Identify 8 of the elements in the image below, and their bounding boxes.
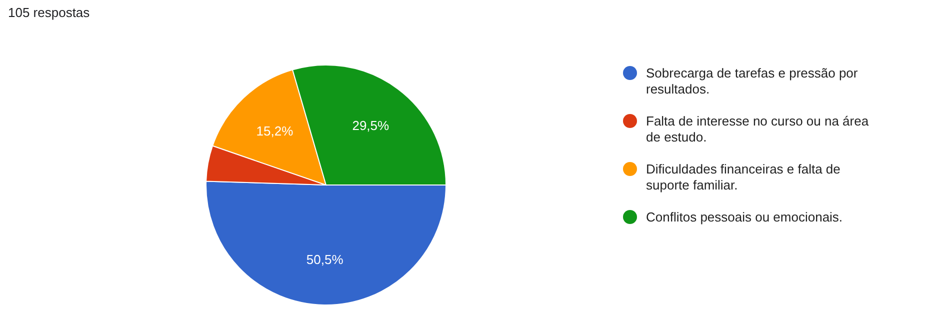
data-label: 50,5% xyxy=(306,252,344,267)
data-label: 29,5% xyxy=(352,118,390,134)
legend-label: Sobrecarga de tarefas e pressão por resultados. xyxy=(646,66,858,97)
text: 105 respostas xyxy=(8,5,90,20)
legend-label: Falta de interesse no curso ou na área de estudo. xyxy=(646,114,870,145)
data-label: 15,2% xyxy=(256,124,294,139)
legend-label: Conflitos pessoais ou emocionais. xyxy=(646,210,843,225)
legend-label: Dificuldades financeiras e falta de suporte familiar. xyxy=(646,162,840,193)
